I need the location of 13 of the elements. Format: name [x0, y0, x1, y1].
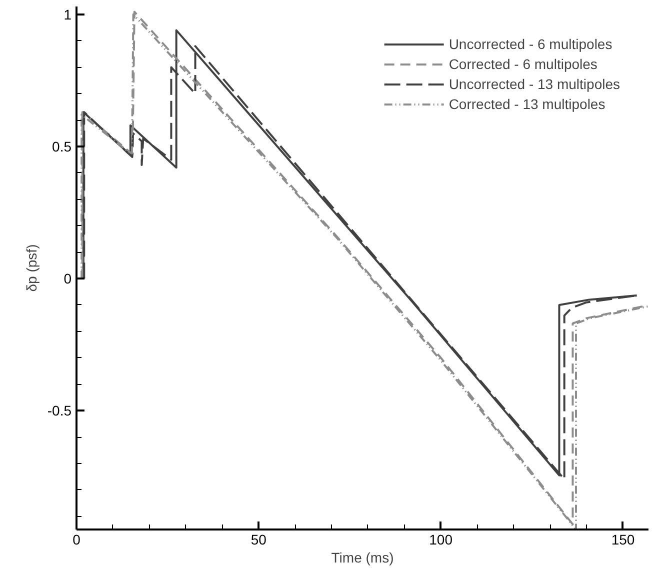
legend-label: Corrected - 6 multipoles	[448, 56, 598, 72]
x-tick-label: 50	[250, 532, 267, 548]
y-tick-label: -0.5	[47, 402, 72, 419]
legend-label: Uncorrected - 6 multipoles	[448, 36, 612, 52]
x-axis-title: Time (ms)	[331, 550, 394, 566]
y-tick-label: 1	[64, 6, 72, 22]
y-axis-title: δp (psf)	[23, 244, 40, 292]
x-tick-label: 100	[429, 532, 453, 548]
y-tick-label: 0	[64, 270, 72, 287]
legend-label: Uncorrected - 13 multipoles	[448, 76, 620, 92]
y-tick-label: 0.5	[52, 138, 72, 154]
legend-label: Corrected - 13 multipoles	[448, 96, 606, 112]
x-tick-label: 150	[611, 532, 635, 548]
